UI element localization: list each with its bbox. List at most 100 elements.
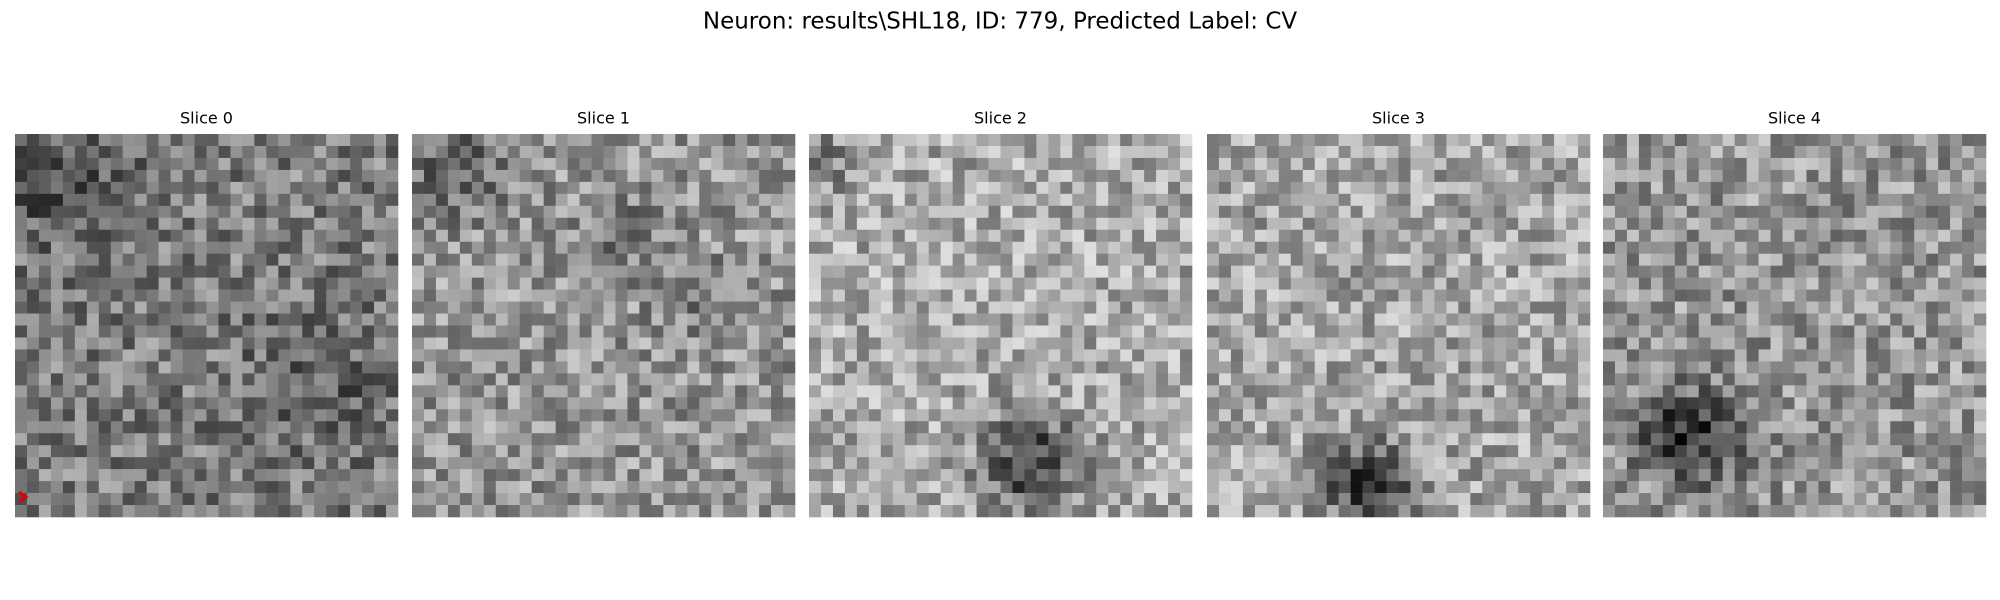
- pixel: [1962, 349, 1975, 362]
- pixel: [1794, 253, 1807, 266]
- pixel: [964, 325, 977, 338]
- pixel: [62, 277, 76, 290]
- pixel: [1398, 157, 1411, 171]
- pixel: [412, 361, 425, 374]
- pixel: [1144, 253, 1157, 266]
- pixel: [1506, 193, 1519, 207]
- pixel: [1686, 169, 1700, 183]
- pixel: [880, 229, 894, 243]
- pixel: [579, 145, 592, 159]
- pixel: [1072, 145, 1085, 159]
- pixel: [1806, 181, 1819, 195]
- pixel: [1842, 337, 1855, 350]
- pixel: [412, 349, 425, 362]
- pixel: [74, 493, 88, 506]
- pixel: [507, 253, 521, 266]
- pixel: [1434, 505, 1447, 518]
- pixel: [62, 265, 76, 278]
- pixel: [1096, 169, 1109, 183]
- pixel: [723, 493, 736, 506]
- pixel: [1072, 433, 1085, 446]
- pixel: [122, 373, 135, 386]
- pixel: [1084, 289, 1097, 302]
- pixel: [1000, 433, 1013, 446]
- pixel: [338, 134, 351, 147]
- pixel: [1722, 193, 1735, 207]
- pixel: [651, 205, 664, 219]
- pixel: [1578, 445, 1591, 458]
- pixel: [543, 229, 556, 243]
- pixel: [206, 181, 219, 195]
- pixel: [1434, 445, 1447, 458]
- pixel: [567, 241, 580, 254]
- pixel: [1830, 361, 1843, 374]
- pixel: [1638, 337, 1652, 350]
- pixel: [1494, 505, 1507, 518]
- pixel: [1698, 301, 1712, 314]
- pixel: [170, 157, 183, 171]
- pixel: [904, 361, 918, 374]
- pixel: [1603, 445, 1616, 458]
- pixel: [1242, 181, 1256, 195]
- pixel: [1024, 289, 1037, 302]
- pixel: [699, 361, 712, 374]
- pixel: [1362, 313, 1375, 326]
- pixel: [314, 373, 327, 386]
- pixel: [1218, 265, 1232, 278]
- pixel: [1758, 181, 1771, 195]
- pixel: [374, 241, 387, 254]
- pixel: [230, 193, 243, 207]
- pixel: [338, 469, 351, 482]
- pixel: [988, 481, 1001, 494]
- pixel: [1386, 169, 1399, 183]
- pixel: [1374, 337, 1387, 350]
- pixel: [771, 241, 784, 254]
- pixel: [1290, 385, 1304, 398]
- pixel: [759, 493, 772, 506]
- pixel: [1818, 193, 1831, 207]
- pixel: [543, 277, 556, 290]
- pixel: [615, 241, 628, 254]
- pixel: [663, 457, 676, 470]
- pixel: [868, 385, 882, 398]
- pixel: [1024, 301, 1037, 314]
- pixel: [1060, 493, 1073, 506]
- pixel: [1242, 241, 1256, 254]
- pixel: [350, 313, 363, 326]
- pixel: [1626, 409, 1640, 422]
- pixel: [1060, 409, 1073, 422]
- pixel: [1878, 301, 1891, 314]
- pixel: [326, 385, 339, 398]
- pixel: [1024, 397, 1037, 410]
- pixel: [567, 361, 580, 374]
- pixel: [1662, 361, 1676, 374]
- pixel: [242, 277, 255, 290]
- pixel: [1566, 469, 1579, 482]
- pixel: [1530, 349, 1543, 362]
- pixel: [386, 229, 399, 243]
- pixel: [1650, 373, 1664, 386]
- pixel: [952, 134, 965, 147]
- pixel: [832, 373, 846, 386]
- pixel: [1168, 241, 1181, 254]
- pixel: [1542, 337, 1555, 350]
- pixel: [1746, 253, 1759, 266]
- pixel: [254, 289, 267, 302]
- pixel: [663, 337, 676, 350]
- pixel: [555, 145, 568, 159]
- pixel: [663, 373, 676, 386]
- pixel: [952, 325, 965, 338]
- pixel: [1434, 421, 1447, 434]
- pixel: [1207, 134, 1220, 147]
- pixel: [1254, 217, 1268, 231]
- pixel: [1482, 457, 1495, 470]
- pixel: [1144, 157, 1157, 171]
- pixel: [374, 313, 387, 326]
- pixel: [916, 193, 929, 207]
- pixel: [1470, 157, 1483, 171]
- pixel: [194, 169, 207, 183]
- pixel: [1096, 361, 1109, 374]
- pixel: [1266, 301, 1280, 314]
- pixel: [1866, 349, 1879, 362]
- pixel: [1350, 169, 1363, 183]
